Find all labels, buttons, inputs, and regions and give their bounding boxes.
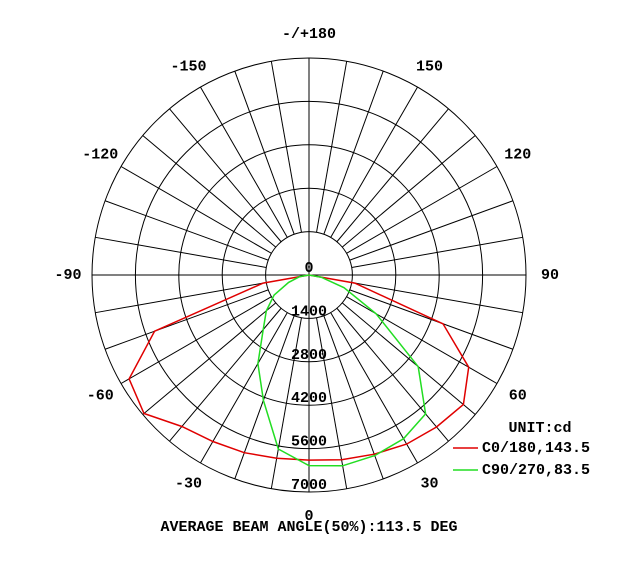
spoke xyxy=(330,312,418,464)
r-tick-label: 4200 xyxy=(291,390,327,407)
r-tick-label: 2800 xyxy=(291,347,327,364)
r-tick-label: 7000 xyxy=(291,477,327,494)
spoke xyxy=(336,108,449,243)
legend-label: C90/270,83.5 xyxy=(482,462,590,479)
angle-label: -60 xyxy=(87,387,114,404)
spoke xyxy=(323,315,384,480)
spoke xyxy=(351,236,523,268)
angle-label: -/+180 xyxy=(282,26,336,43)
spoke xyxy=(346,166,498,254)
unit-label: UNIT:cd xyxy=(508,420,571,437)
spoke xyxy=(341,302,476,415)
spoke xyxy=(323,70,384,235)
footer: AVERAGE BEAM ANGLE(50%):113.5 DEG xyxy=(160,519,457,536)
spoke xyxy=(351,282,523,314)
spoke xyxy=(95,236,267,268)
spoke xyxy=(200,312,288,464)
spoke xyxy=(349,200,514,261)
angle-label: 60 xyxy=(509,387,527,404)
spoke xyxy=(341,135,476,248)
r-tick-label: 0 xyxy=(304,260,313,277)
curve xyxy=(257,274,427,467)
spoke xyxy=(234,70,295,235)
spoke xyxy=(142,302,277,415)
spoke xyxy=(316,61,348,233)
spoke xyxy=(330,86,418,238)
angle-label: -30 xyxy=(175,476,202,493)
spoke xyxy=(169,108,282,243)
spoke xyxy=(120,296,272,384)
spoke xyxy=(336,307,449,442)
spoke xyxy=(142,135,277,248)
spoke xyxy=(270,317,302,489)
spoke xyxy=(346,296,498,384)
spoke xyxy=(200,86,288,238)
angle-label: 30 xyxy=(420,476,438,493)
angle-label: -150 xyxy=(170,58,206,75)
angle-label: 150 xyxy=(416,58,443,75)
spoke xyxy=(120,166,272,254)
angle-label: 120 xyxy=(504,146,531,163)
angle-label: -90 xyxy=(54,267,81,284)
r-tick-label: 1400 xyxy=(291,303,327,320)
spoke xyxy=(95,282,267,314)
spoke xyxy=(270,61,302,233)
spoke xyxy=(104,289,269,350)
spoke xyxy=(349,289,514,350)
spoke xyxy=(169,307,282,442)
r-tick-label: 5600 xyxy=(291,434,327,451)
angle-label: 0 xyxy=(304,508,313,525)
angle-label: 90 xyxy=(541,267,559,284)
angle-label: -120 xyxy=(82,146,118,163)
spoke xyxy=(234,315,295,480)
spoke xyxy=(104,200,269,261)
curve xyxy=(128,274,470,461)
legend-label: C0/180,143.5 xyxy=(482,440,590,457)
